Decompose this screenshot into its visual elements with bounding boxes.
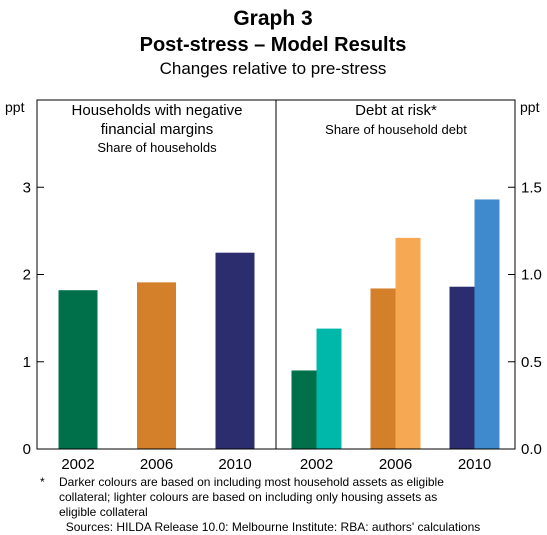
- x-tick-label-right-2002: 2002: [300, 456, 333, 473]
- y-tick-label-right-1.0: 1.0: [521, 267, 542, 284]
- footnote-line1: Darker colours are based on including mo…: [59, 475, 444, 489]
- bar-right-2006-1: [395, 237, 421, 449]
- right-panel-title: Debt at risk*: [355, 102, 437, 119]
- chart-title: Post-stress – Model Results: [140, 34, 407, 56]
- footnote-marker: *: [40, 475, 45, 489]
- bar-right-2010-0: [449, 286, 475, 449]
- bar-right-2006-0: [370, 288, 396, 449]
- left-panel-title-line1: Households with negative: [72, 102, 243, 119]
- left-panel-subtitle: Share of households: [97, 140, 217, 155]
- bar-right-2002-0: [291, 370, 317, 449]
- x-tick-label-right-2006: 2006: [379, 456, 412, 473]
- bar-right-2010-1: [474, 199, 500, 449]
- x-tick-label-left-2010: 2010: [218, 456, 251, 473]
- y-tick-label-left-1: 1: [23, 354, 31, 371]
- y-tick-label-right-0.0: 0.0: [521, 441, 542, 458]
- y-tick-label-left-2: 2: [23, 267, 31, 284]
- chart-layer: 2002 2006 2010 0 1 2 3 2002 2006 2010 0.0 0.5 1.0 1.5: [23, 179, 542, 473]
- bar-left-2002-0: [58, 290, 98, 449]
- y-tick-label-left-3: 3: [23, 179, 31, 196]
- y-tick-label-left-0: 0: [23, 441, 31, 458]
- bar-left-2006-0: [137, 282, 176, 449]
- bar-left-2010-0: [215, 252, 255, 449]
- x-tick-label-right-2010: 2010: [458, 456, 491, 473]
- footnote-line3: eligible collateral: [59, 505, 148, 519]
- bar-right-2002-1: [316, 328, 342, 449]
- right-panel-subtitle: Share of household debt: [325, 122, 467, 137]
- x-tick-label-left-2002: 2002: [61, 456, 94, 473]
- left-panel-title-line2: financial margins: [101, 121, 214, 138]
- y-tick-label-right-0.5: 0.5: [521, 354, 542, 371]
- chart-description: Changes relative to pre-stress: [160, 59, 387, 78]
- footnote-line2: collateral; lighter colours are based on…: [59, 490, 437, 504]
- x-tick-label-left-2006: 2006: [140, 456, 173, 473]
- sources-note: Sources: HILDA Release 10.0: Melbourne I…: [66, 520, 481, 534]
- right-axis-unit: ppt: [520, 99, 540, 115]
- left-axis-unit: ppt: [5, 99, 25, 115]
- graph-number: Graph 3: [233, 7, 312, 30]
- y-tick-label-right-1.5: 1.5: [521, 179, 542, 196]
